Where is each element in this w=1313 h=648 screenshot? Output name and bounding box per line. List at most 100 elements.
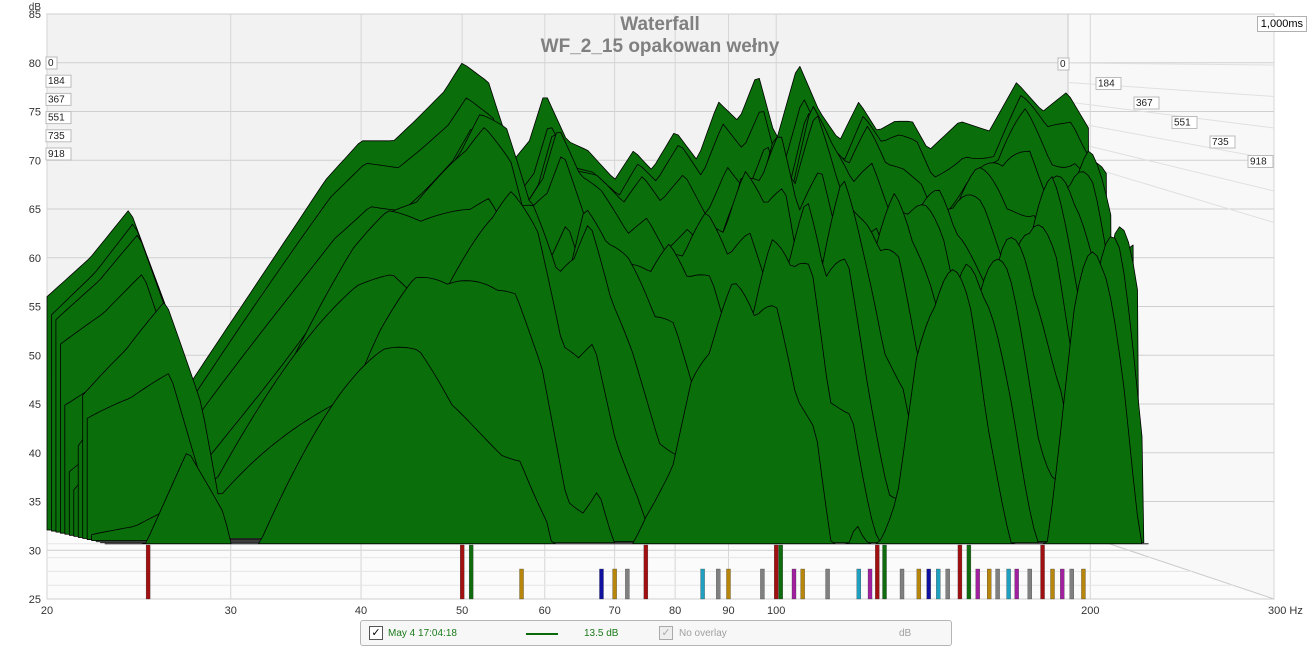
peak-marker [867, 568, 873, 600]
y-tick-label: 55 [29, 302, 41, 314]
y-tick-label: 60 [29, 253, 41, 265]
y-tick-label: 45 [29, 399, 41, 411]
x-tick-label: 50 [456, 605, 468, 617]
chart-title: Waterfall [620, 14, 700, 35]
peak-marker [926, 568, 931, 600]
x-tick-label: 80 [669, 605, 681, 617]
chart-subtitle: WF_2_15 opakowan wełny [540, 36, 780, 57]
peak-marker [1040, 544, 1045, 600]
y-tick-label: 85 [29, 9, 41, 21]
waterfall-surface [46, 63, 1149, 545]
x-tick-label: 300 Hz [1268, 605, 1303, 617]
peak-marker [700, 568, 705, 600]
peak-marker [975, 568, 980, 600]
x-tick-label: 30 [225, 605, 237, 617]
peak-marker [145, 544, 151, 600]
waterfall-slice [104, 251, 1149, 545]
y-tick-label: 50 [29, 350, 41, 362]
x-tick-label: 200 [1081, 605, 1099, 617]
peak-marker [1069, 568, 1074, 600]
peak-marker [945, 568, 950, 600]
time-label-box [1095, 77, 1122, 90]
y-tick-label: 65 [29, 204, 41, 216]
y-axis-unit: dB [29, 2, 42, 13]
y-tick-label: 70 [29, 155, 41, 167]
legend-overlay-label: No overlay [679, 628, 727, 639]
legend-series-swatch [526, 633, 558, 635]
peak-marker [875, 544, 880, 600]
time-label-box [45, 92, 72, 106]
peak-marker [774, 544, 779, 600]
peak-marker [643, 544, 649, 600]
time-label-box [45, 56, 58, 70]
peak-marker [519, 568, 524, 600]
peak-marker [825, 568, 830, 600]
x-tick-label: 90 [722, 605, 734, 617]
series-checkbox[interactable]: ✓ [369, 626, 383, 640]
legend-bar: ✓ May 4 17:04:18 13.5 dB ✓ No overlay dB [360, 620, 952, 646]
x-tick-label: 70 [608, 605, 620, 617]
peak-marker [856, 568, 861, 600]
y-tick-label: 35 [29, 497, 41, 509]
peak-marker [1014, 568, 1019, 600]
overlay-checkbox[interactable]: ✓ [659, 626, 673, 640]
time-label-box [1247, 155, 1274, 168]
time-tick-label-right: 367 [1136, 98, 1153, 109]
peak-marker [760, 568, 765, 600]
peak-marker [468, 544, 474, 600]
time-tick-label-right: 918 [1250, 157, 1267, 168]
time-label-box [1057, 57, 1070, 71]
depth-line [1067, 101, 1275, 129]
y-tick-label: 75 [29, 107, 41, 119]
y-tick-label: 80 [29, 58, 41, 70]
time-label-box [45, 129, 72, 143]
depth-line [1067, 62, 1275, 66]
x-tick-label: 20 [41, 605, 53, 617]
time-label-box [1171, 116, 1198, 129]
time-tick-label-left: 184 [48, 76, 65, 87]
peak-marker [625, 568, 630, 600]
time-tick-label-right: 0 [1060, 59, 1066, 70]
y-tick-label: 30 [29, 545, 41, 557]
time-tick-label-right: 735 [1212, 137, 1229, 148]
peak-marker [899, 568, 905, 600]
peak-marker [726, 568, 731, 600]
peak-marker [957, 544, 963, 600]
peak-marker [599, 568, 604, 600]
peak-marker [987, 568, 992, 600]
peak-marker [995, 568, 1000, 600]
legend-series-name: May 4 17:04:18 [388, 628, 457, 639]
peak-marker [1060, 568, 1065, 600]
legend-unit: dB [899, 628, 912, 639]
depth-line [1067, 140, 1275, 192]
time-range-label[interactable]: 1,000ms [1256, 16, 1307, 32]
peak-marker [1050, 568, 1055, 600]
time-tick-label-left: 551 [48, 113, 65, 124]
x-tick-label: 100 [767, 605, 785, 617]
depth-line [1067, 121, 1275, 160]
peak-marker [1027, 568, 1032, 600]
peak-marker [916, 568, 922, 600]
peak-marker [1006, 568, 1011, 600]
peak-marker [612, 568, 617, 600]
peak-marker [791, 568, 797, 600]
time-tick-label-left: 918 [48, 149, 65, 160]
peak-marker [800, 568, 805, 600]
time-label-box [45, 147, 72, 161]
time-label-box [45, 74, 72, 88]
peak-marker [936, 568, 941, 600]
y-tick-label: 40 [29, 448, 41, 460]
time-tick-label-right: 184 [1098, 79, 1115, 90]
peak-marker [1081, 568, 1086, 600]
time-label-box [1209, 135, 1236, 149]
time-label-box [1133, 96, 1160, 110]
peak-marker [966, 544, 972, 600]
peak-marker [460, 544, 465, 600]
time-label-box [45, 111, 72, 125]
time-tick-label-left: 0 [48, 58, 54, 69]
time-tick-label-right: 551 [1174, 118, 1191, 129]
time-tick-label-left: 367 [48, 94, 65, 105]
y-tick-label: 25 [29, 594, 41, 606]
